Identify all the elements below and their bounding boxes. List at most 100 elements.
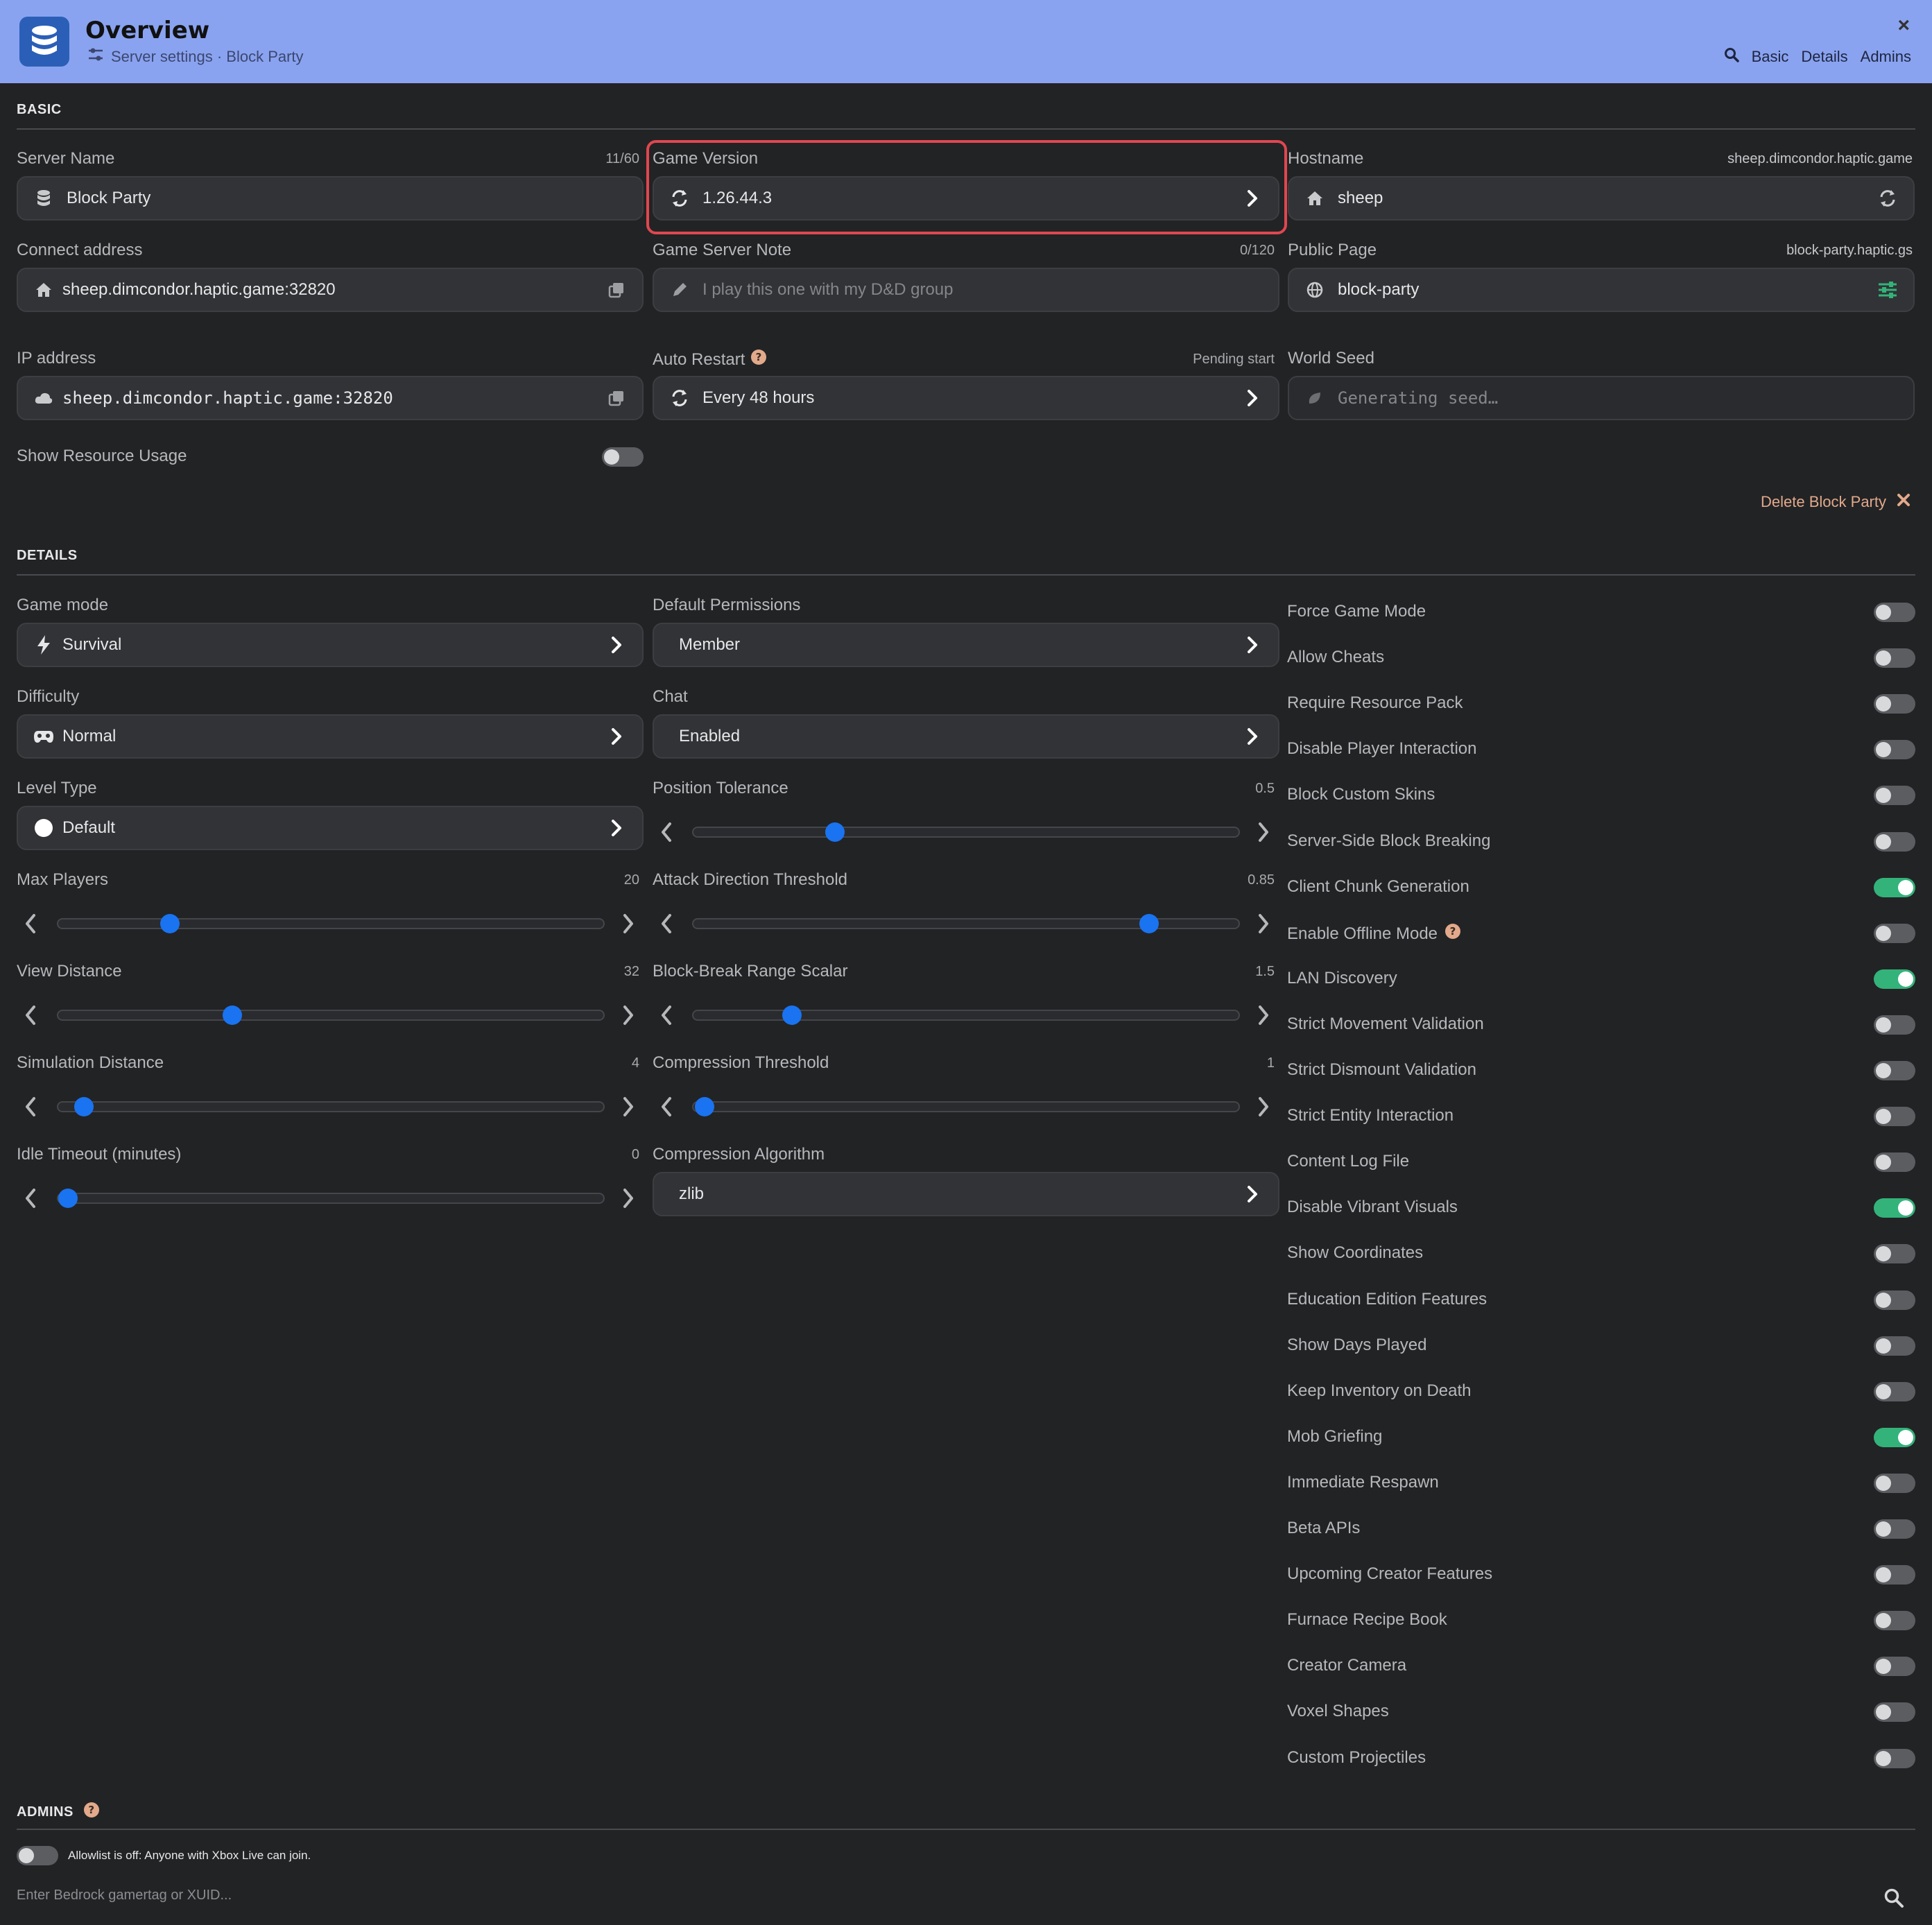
chevron-left-icon[interactable] [21, 1184, 40, 1212]
sliders-icon[interactable] [1877, 279, 1898, 300]
attack-direction-threshold-slider[interactable] [692, 918, 1240, 929]
level-type-select[interactable]: Default [17, 806, 644, 850]
game-version-select[interactable]: 1.26.44.3 [653, 176, 1279, 221]
home-icon [1304, 188, 1325, 209]
toggle-keep-inventory-on-death[interactable] [1874, 1382, 1915, 1401]
toggle-disable-vibrant-visuals[interactable] [1874, 1198, 1915, 1218]
auto-restart-select[interactable]: Every 48 hours [653, 376, 1279, 420]
toggle-creator-camera[interactable] [1874, 1657, 1915, 1676]
toggle-label-force-game-mode: Force Game Mode [1287, 602, 1426, 621]
toggle-show-days-played[interactable] [1874, 1336, 1915, 1356]
block-break-range-scalar-slider[interactable] [692, 1010, 1240, 1021]
toggle-strict-movement-validation[interactable] [1874, 1015, 1915, 1035]
simulation-distance-thumb[interactable] [74, 1097, 94, 1116]
game-server-note-field[interactable]: I play this one with my D&D group [653, 268, 1279, 312]
chevron-right-icon[interactable] [1254, 1093, 1273, 1121]
toggle-label-text: Upcoming Creator Features [1287, 1564, 1493, 1583]
idle-timeout-slider[interactable] [57, 1193, 605, 1204]
admin-search-input[interactable]: Enter Bedrock gamertag or XUID... [17, 1888, 232, 1903]
toggle-strict-entity-interaction[interactable] [1874, 1107, 1915, 1126]
toggle-label-lan-discovery: LAN Discovery [1287, 969, 1397, 988]
close-icon[interactable]: × [1897, 14, 1910, 37]
chevron-right-icon[interactable] [619, 1184, 638, 1212]
search-icon[interactable] [1724, 47, 1739, 67]
view-distance-thumb[interactable] [223, 1005, 242, 1025]
public-page-field[interactable]: block-party [1288, 268, 1915, 312]
chevron-left-icon[interactable] [21, 1093, 40, 1121]
position-tolerance-thumb[interactable] [825, 822, 845, 842]
help-icon[interactable]: ? [83, 1802, 100, 1822]
compression-algorithm-label: Compression Algorithm [653, 1145, 825, 1164]
chat-select[interactable]: Enabled [653, 714, 1279, 759]
chevron-right-icon[interactable] [1254, 1001, 1273, 1029]
server-name-field[interactable]: Block Party [17, 176, 644, 221]
show-resource-usage-toggle[interactable] [602, 447, 644, 467]
toggle-disable-player-interaction[interactable] [1874, 740, 1915, 759]
hostname-field[interactable]: sheep [1288, 176, 1915, 221]
chevron-right-icon[interactable] [1254, 818, 1273, 846]
toggle-require-resource-pack[interactable] [1874, 694, 1915, 714]
game-mode-select[interactable]: Survival [17, 623, 644, 667]
position-tolerance-slider[interactable] [692, 827, 1240, 838]
default-permissions-select[interactable]: Member [653, 623, 1279, 667]
public-page-value: block-party [1338, 280, 1420, 299]
compression-threshold-value: 1 [1266, 1055, 1275, 1071]
block-break-range-scalar-thumb[interactable] [782, 1005, 802, 1025]
toggle-immediate-respawn[interactable] [1874, 1474, 1915, 1493]
chevron-right-icon[interactable] [1254, 910, 1273, 938]
idle-timeout-value: 0 [631, 1147, 639, 1162]
toggle-mob-griefing[interactable] [1874, 1428, 1915, 1447]
allowlist-toggle[interactable] [17, 1846, 58, 1865]
compression-algorithm-select[interactable]: zlib [653, 1172, 1279, 1216]
idle-timeout-thumb[interactable] [58, 1189, 78, 1208]
nav-admins[interactable]: Admins [1860, 48, 1911, 65]
toggle-force-game-mode[interactable] [1874, 603, 1915, 622]
search-icon[interactable] [1883, 1888, 1904, 1912]
chevron-left-icon[interactable] [657, 1093, 676, 1121]
toggle-server-side-block-breaking[interactable] [1874, 832, 1915, 852]
help-icon[interactable]: ? [750, 349, 767, 370]
chevron-left-icon[interactable] [21, 1001, 40, 1029]
compression-threshold-slider[interactable] [692, 1101, 1240, 1112]
toggle-enable-offline-mode[interactable] [1874, 924, 1915, 943]
chevron-left-icon[interactable] [657, 818, 676, 846]
attack-direction-threshold-thumb[interactable] [1139, 914, 1159, 933]
difficulty-select[interactable]: Normal [17, 714, 644, 759]
toggle-upcoming-creator-features[interactable] [1874, 1565, 1915, 1585]
chevron-right-icon[interactable] [619, 1093, 638, 1121]
nav-details[interactable]: Details [1801, 48, 1848, 65]
toggle-custom-projectiles[interactable] [1874, 1749, 1915, 1768]
toggle-label-beta-apis: Beta APIs [1287, 1519, 1360, 1538]
nav-basic[interactable]: Basic [1751, 48, 1789, 65]
toggle-content-log-file[interactable] [1874, 1153, 1915, 1172]
toggle-block-custom-skins[interactable] [1874, 786, 1915, 805]
connect-address-field[interactable]: sheep.dimcondor.haptic.game:32820 [17, 268, 644, 312]
chevron-left-icon[interactable] [657, 1001, 676, 1029]
view-distance-slider[interactable] [57, 1010, 605, 1021]
toggle-allow-cheats[interactable] [1874, 648, 1915, 668]
toggle-furnace-recipe-book[interactable] [1874, 1611, 1915, 1630]
chevron-right-icon[interactable] [619, 910, 638, 938]
world-seed-field[interactable]: Generating seed… [1288, 376, 1915, 420]
delete-server-link[interactable]: Delete Block Party [1761, 492, 1911, 512]
copy-icon[interactable] [606, 388, 627, 408]
compression-threshold-thumb[interactable] [695, 1097, 714, 1116]
toggle-lan-discovery[interactable] [1874, 969, 1915, 989]
toggle-education-edition-features[interactable] [1874, 1290, 1915, 1310]
toggle-voxel-shapes[interactable] [1874, 1702, 1915, 1722]
refresh-icon[interactable] [1877, 188, 1898, 209]
toggle-show-coordinates[interactable] [1874, 1244, 1915, 1263]
max-players-thumb[interactable] [160, 914, 180, 933]
toggle-strict-dismount-validation[interactable] [1874, 1061, 1915, 1080]
max-players-slider[interactable] [57, 918, 605, 929]
toggle-beta-apis[interactable] [1874, 1519, 1915, 1539]
hostname-label: Hostname [1288, 149, 1364, 168]
copy-icon[interactable] [606, 279, 627, 300]
chevron-left-icon[interactable] [21, 910, 40, 938]
toggle-client-chunk-generation[interactable] [1874, 878, 1915, 897]
chevron-left-icon[interactable] [657, 910, 676, 938]
chevron-right-icon[interactable] [619, 1001, 638, 1029]
ip-address-field[interactable]: sheep.dimcondor.haptic.game:32820 [17, 376, 644, 420]
help-icon[interactable]: ? [1444, 923, 1461, 944]
simulation-distance-slider[interactable] [57, 1101, 605, 1112]
